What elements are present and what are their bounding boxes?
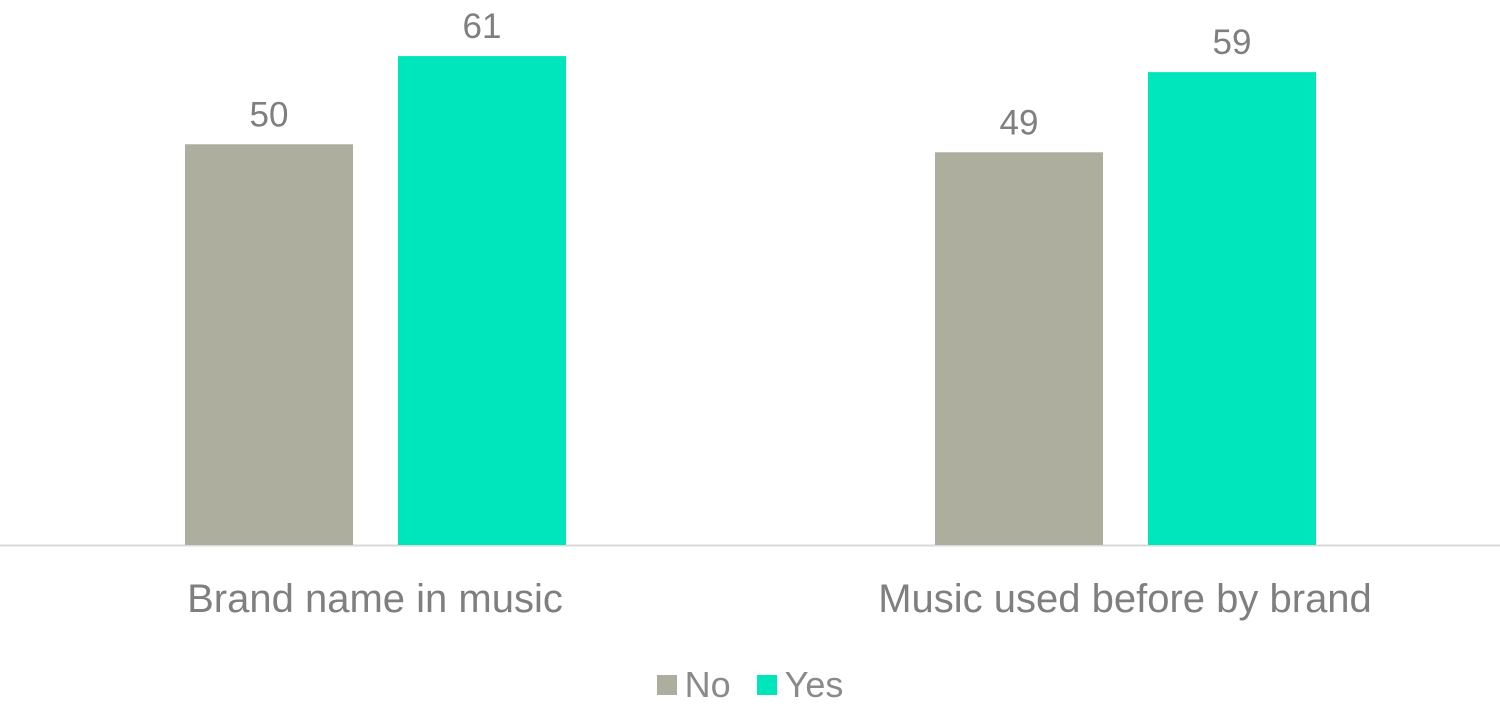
legend-label-no: No [684, 664, 731, 705]
legend-item-yes: Yes [756, 664, 844, 706]
legend-item-no: No [656, 664, 731, 706]
data-label: 61 [463, 7, 502, 46]
category-label: Music used before by brand [878, 577, 1372, 621]
bar-yes [1148, 72, 1316, 545]
legend: No Yes [0, 664, 1500, 706]
legend-swatch-no [656, 675, 677, 695]
category-label: Brand name in music [187, 577, 563, 621]
bar-no [935, 152, 1103, 545]
legend-label-yes: Yes [784, 664, 844, 705]
bar-no [185, 144, 353, 545]
data-label: 59 [1213, 23, 1252, 62]
data-label: 50 [250, 95, 289, 134]
legend-swatch-yes [756, 675, 777, 695]
bar-yes [398, 56, 566, 546]
data-label: 49 [1000, 103, 1039, 142]
